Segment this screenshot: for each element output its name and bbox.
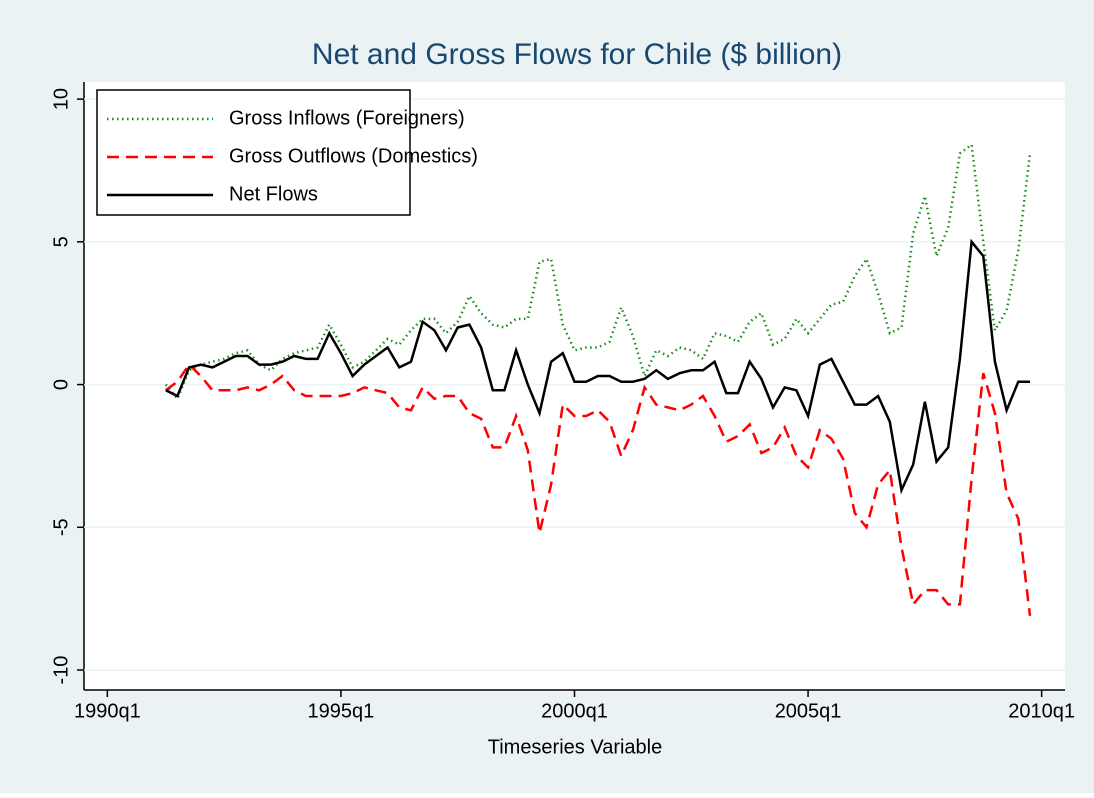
x-axis-label: Timeseries Variable [488,736,663,758]
y-tick-label: 0 [50,379,72,390]
y-tick-label: 10 [50,88,72,110]
series-line [165,362,1032,616]
x-tick-label: 2000q1 [541,700,608,722]
x-tick-label: 1995q1 [308,700,375,722]
chart-title: Net and Gross Flows for Chile ($ billion… [312,38,842,71]
y-tick-label: -5 [50,518,72,536]
legend-label: Gross Inflows (Foreigners) [229,107,465,129]
y-tick-label: -10 [50,656,72,685]
x-tick-label: 2005q1 [775,700,842,722]
y-tick-label: 5 [50,236,72,247]
legend-label: Gross Outflows (Domestics) [229,145,478,167]
x-tick-label: 2010q1 [1008,700,1075,722]
x-tick-label: 1990q1 [74,700,141,722]
legend-label: Net Flows [229,183,318,205]
series-line [165,238,1030,495]
